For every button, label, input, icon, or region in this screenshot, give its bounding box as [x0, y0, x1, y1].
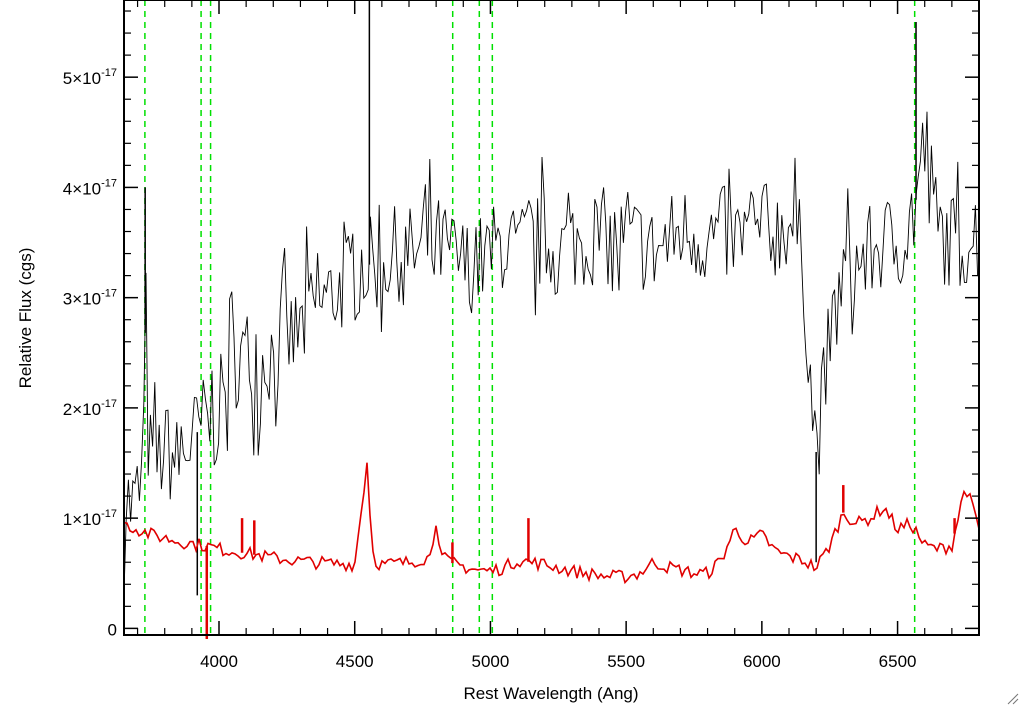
emission-line-markers: [144, 0, 916, 635]
y-tick-label-1: 1×10-17: [63, 508, 117, 529]
plot-frame: [123, 0, 980, 636]
x-tick-label-3: 5500: [607, 652, 645, 671]
y-tick-label-5: 5×10-17: [63, 67, 117, 88]
y-tick-label-0: 0: [108, 620, 117, 639]
x-tick-label-2: 5000: [472, 652, 510, 671]
spectrum-series: [123, 0, 980, 639]
y-tick-label-3: 3×10-17: [63, 288, 117, 309]
y-tick-label-2: 2×10-17: [63, 398, 117, 419]
x-tick-label-0: 4000: [200, 652, 238, 671]
y-axis-title: Relative Flux (cgs): [16, 248, 35, 389]
y-axis-ticks: 0 1×10-17 2×10-17 3×10-17 4×10-17 5×10-17: [63, 10, 979, 639]
x-axis-title: Rest Wavelength (Ang): [463, 684, 638, 703]
x-tick-label-1: 4500: [336, 652, 374, 671]
series-line-0: [123, 111, 979, 594]
x-axis-ticks: 4000 4500 5000 5500 6000 6500: [136, 0, 953, 671]
series-line-1: [123, 462, 980, 585]
x-tick-label-4: 6000: [743, 652, 781, 671]
resize-grip-icon[interactable]: [1007, 693, 1019, 705]
x-tick-label-5: 6500: [879, 652, 917, 671]
y-tick-label-4: 4×10-17: [63, 177, 117, 198]
